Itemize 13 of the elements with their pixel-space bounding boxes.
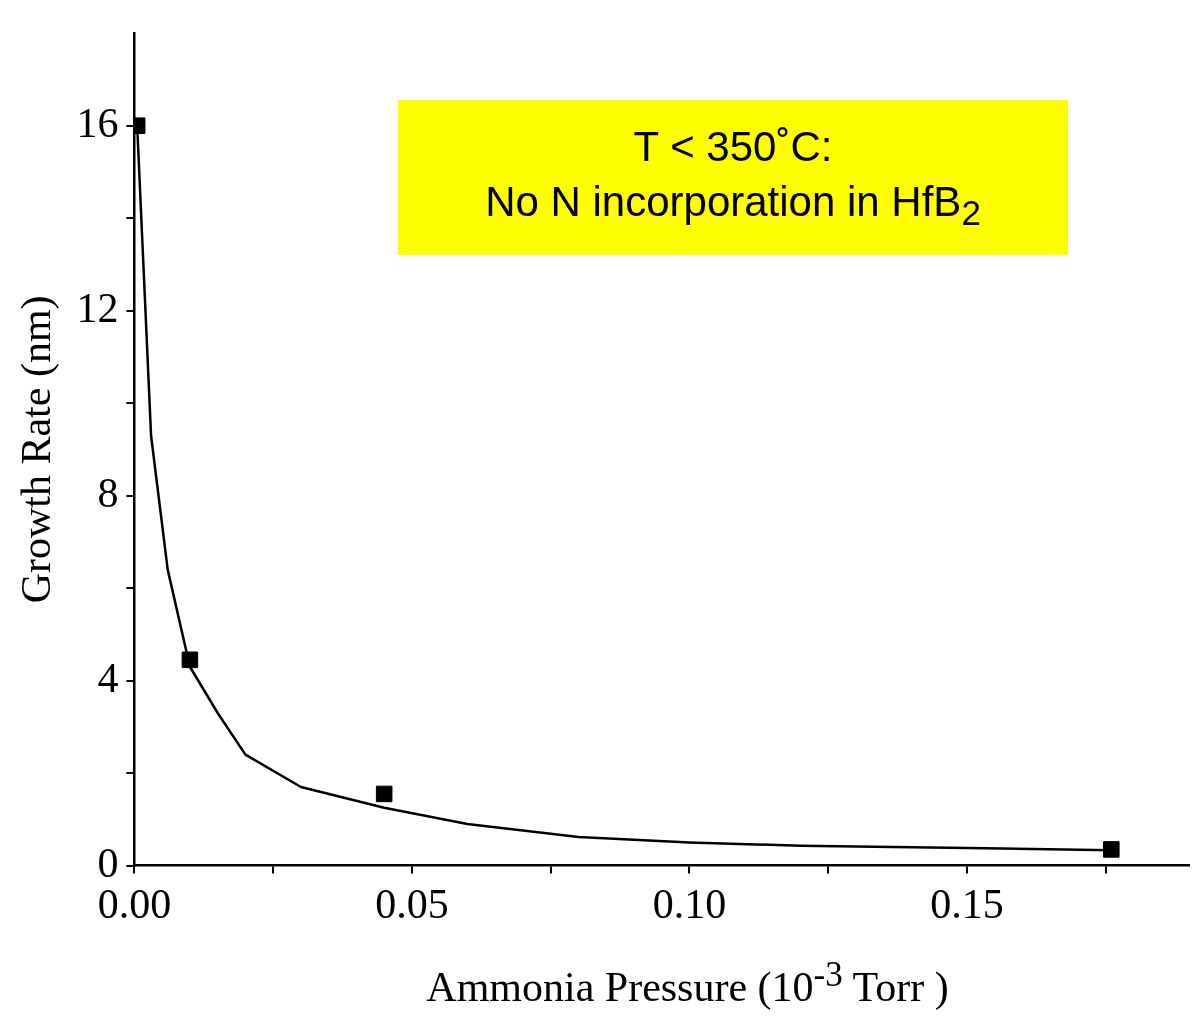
point xyxy=(375,785,393,803)
y-tick-label: 16 xyxy=(76,99,119,146)
y-axis-title: Growth Rate (nm) xyxy=(13,295,61,604)
x-tick-label: 0.05 xyxy=(375,880,449,927)
point xyxy=(1103,841,1120,858)
text-box: T < 350˚C: No N incorporation in HfB$_{2}$ xyxy=(398,100,1068,256)
x-tick-label: 0.10 xyxy=(652,880,727,927)
x-tick-label: 0.15 xyxy=(930,880,1004,927)
y-tick-label: 4 xyxy=(97,654,119,701)
y-tick-label: 8 xyxy=(97,469,119,516)
point xyxy=(181,651,199,669)
y-tick-label: 12 xyxy=(76,284,119,331)
x-axis-title: Ammonia Pressure (10$^{-3}$ Torr ) xyxy=(425,955,950,1011)
